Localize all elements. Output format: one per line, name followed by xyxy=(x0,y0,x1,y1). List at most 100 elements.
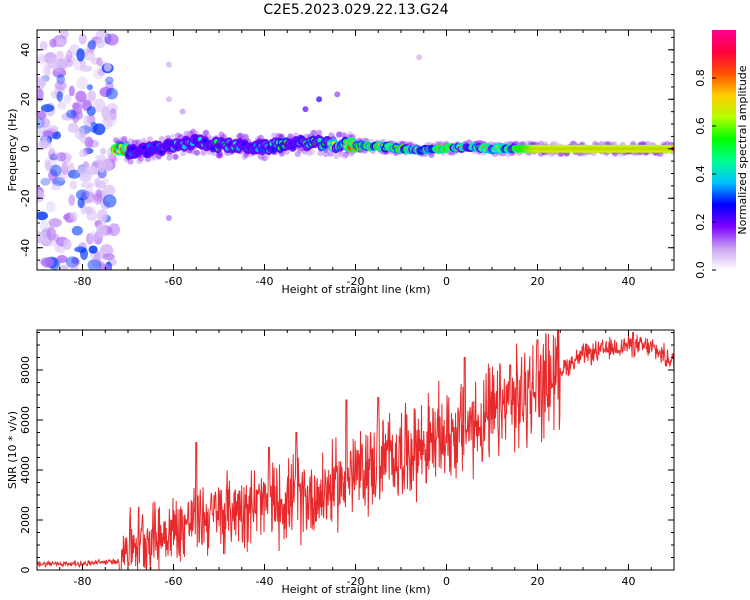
spectrogram-cell xyxy=(65,49,73,63)
spectrogram-cell xyxy=(179,108,186,115)
spectrogram-cell xyxy=(97,159,106,173)
spectrogram-ylabel: Frequency (Hz) xyxy=(6,109,19,192)
spectrogram-cell xyxy=(172,153,179,160)
spectrogram-cell xyxy=(105,33,119,46)
spectrogram-cell xyxy=(63,238,72,250)
spectrogram-cell xyxy=(92,68,105,80)
spectrogram-cell xyxy=(82,115,90,126)
spectrogram-cell xyxy=(74,127,86,140)
spectrogram-cell xyxy=(37,78,45,86)
spectrogram-cell xyxy=(308,148,315,155)
spectrogram-ytick-label: 20 xyxy=(19,92,32,106)
snr-panel: -80 -60 -40 -20 0 20 40 0 2000 4000 6000 8000 Heigh… xyxy=(6,329,675,596)
spectrogram-cell xyxy=(56,152,67,162)
spectrogram-cell xyxy=(87,90,97,102)
snr-xtick-label: -60 xyxy=(165,575,183,588)
spectrogram-cell xyxy=(76,48,85,62)
spectrogram-cell xyxy=(165,61,172,68)
spectrogram-cell xyxy=(96,224,107,238)
spectrogram-cell xyxy=(85,233,94,245)
spectrogram-cell xyxy=(340,131,347,138)
snr-ytick-label: 2000 xyxy=(19,506,32,534)
spectrogram-ytick-label: -40 xyxy=(19,239,32,257)
spectrogram-cell xyxy=(259,147,265,153)
spectrogram-cell xyxy=(57,101,67,110)
snr-xtick-label: 40 xyxy=(622,575,636,588)
spectrogram-cell xyxy=(77,165,89,176)
spectrogram-cell xyxy=(42,62,51,77)
spectrogram-cell xyxy=(99,244,114,257)
snr-ytick-label: 6000 xyxy=(19,406,32,434)
spectrogram-cell xyxy=(316,129,323,136)
spectrogram-cell xyxy=(278,133,285,140)
spectrogram-cell xyxy=(50,183,61,191)
spectrogram-cell xyxy=(50,164,62,177)
spectrogram-cell xyxy=(416,54,423,61)
snr-xlabel: Height of straight line (km) xyxy=(281,583,430,596)
spectrogram-cell xyxy=(105,87,118,100)
snr-ylabel: SNR (10 * v/v) xyxy=(6,411,19,489)
spectrogram-cell xyxy=(84,123,92,132)
spectrogram-cell xyxy=(37,88,44,102)
spectrogram-cell xyxy=(165,96,172,103)
spectrogram-cell xyxy=(90,57,101,65)
spectrogram-cell xyxy=(37,189,45,203)
spectrogram-cell xyxy=(218,131,225,138)
spectrogram-xtick-label: -20 xyxy=(347,275,365,288)
spectrogram-cell xyxy=(70,263,79,270)
spectrogram-cell xyxy=(88,245,98,254)
snr-xtick-label: -40 xyxy=(256,575,274,588)
spectrogram-cell xyxy=(47,57,61,69)
spectrogram-cell xyxy=(68,169,81,179)
colorbar-tick-label: 0.8 xyxy=(694,69,707,87)
spectrogram-cell xyxy=(102,158,113,172)
spectrogram-cell xyxy=(302,106,309,113)
spectrogram-xtick-label: 20 xyxy=(531,275,545,288)
spectrogram-cell xyxy=(80,181,95,189)
spectrogram-cell xyxy=(48,169,58,182)
spectrogram-cell xyxy=(48,147,56,161)
spectrogram-cell xyxy=(137,155,144,162)
spectrogram-cell xyxy=(147,136,154,143)
colorbar-tick-label: 0.0 xyxy=(694,261,707,279)
spectrogram-cell xyxy=(56,174,66,182)
spectrogram-xlabel: Height of straight line (km) xyxy=(281,283,430,296)
spectrogram-cell xyxy=(55,38,66,47)
spectrogram-cell xyxy=(48,218,62,228)
spectrogram-cell xyxy=(78,33,87,45)
spectrogram-cell xyxy=(39,136,48,151)
spectrogram-ytick-label: 40 xyxy=(19,43,32,57)
spectrogram-cells xyxy=(37,30,674,270)
spectrogram-cell xyxy=(78,149,88,158)
colorbar-gradient xyxy=(712,30,736,270)
spectrogram-cell xyxy=(93,193,103,205)
spectrogram-cell xyxy=(41,118,51,128)
spectrogram-cell xyxy=(90,121,98,134)
spectrogram-cell xyxy=(63,94,72,104)
spectrogram-cell xyxy=(53,153,66,162)
spectrogram-xtick-label: -80 xyxy=(74,275,92,288)
spectrogram-cell xyxy=(44,157,58,171)
spectrogram-cell xyxy=(102,253,115,261)
spectrogram-cell xyxy=(45,160,52,172)
spectrogram-cell xyxy=(316,96,323,103)
colorbar-ticks: 0.0 0.2 0.4 0.6 0.8 xyxy=(694,69,716,279)
spectrogram-cell xyxy=(69,211,78,221)
spectrogram-cell xyxy=(77,197,85,209)
spectrogram-cell xyxy=(75,90,87,103)
spectrogram-cell xyxy=(93,251,102,263)
spectrogram-cell xyxy=(46,201,56,213)
spectrogram-cell xyxy=(56,91,63,102)
spectrogram-cell xyxy=(73,259,81,266)
spectrogram-cell xyxy=(40,177,51,186)
spectrogram-cell xyxy=(100,216,107,227)
spectrogram-cell xyxy=(88,231,98,244)
spectrogram-cell xyxy=(95,38,106,49)
spectrogram-cell xyxy=(63,161,75,168)
spectrogram-cell xyxy=(95,180,106,189)
snr-ytick-label: 8000 xyxy=(19,356,32,384)
spectrogram-cell xyxy=(59,152,72,163)
spectrogram-cell xyxy=(93,189,104,197)
spectrogram-cell xyxy=(85,206,93,215)
spectrogram-cell xyxy=(103,62,112,72)
